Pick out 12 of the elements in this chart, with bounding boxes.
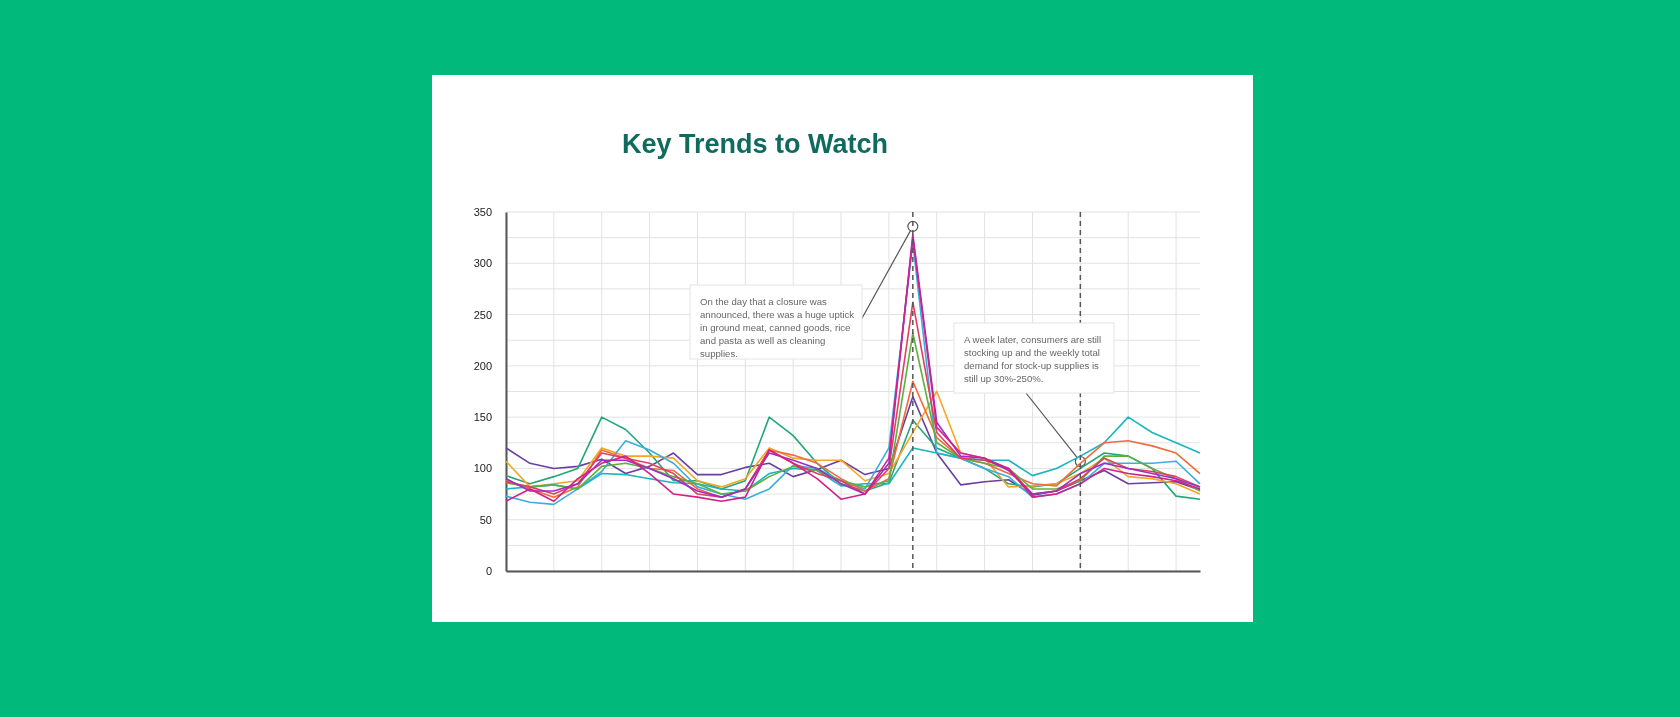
y-tick-label: 50: [479, 513, 492, 526]
annotation: On the day that a closure was announced, there was a huge uptick in ground meat, canned goods, rice and pasta as well as cleaning supplies.: [700, 296, 855, 359]
chart-title: Key Trends to Watch: [622, 129, 889, 159]
y-tick-label: 150: [473, 411, 492, 424]
y-tick-label: 100: [473, 462, 492, 475]
y-tick-label: 0: [485, 565, 492, 578]
y-tick-label: 300: [473, 257, 492, 270]
y-tick-label: 250: [473, 308, 492, 321]
line-series: [505, 332, 1201, 495]
annotation: A week later, consumers are still stocking up and the weekly total demand for stock-up supplies is still up 30%-250%.: [964, 334, 1102, 384]
y-tick-label: 350: [473, 206, 492, 219]
y-tick-label: 200: [473, 359, 492, 372]
